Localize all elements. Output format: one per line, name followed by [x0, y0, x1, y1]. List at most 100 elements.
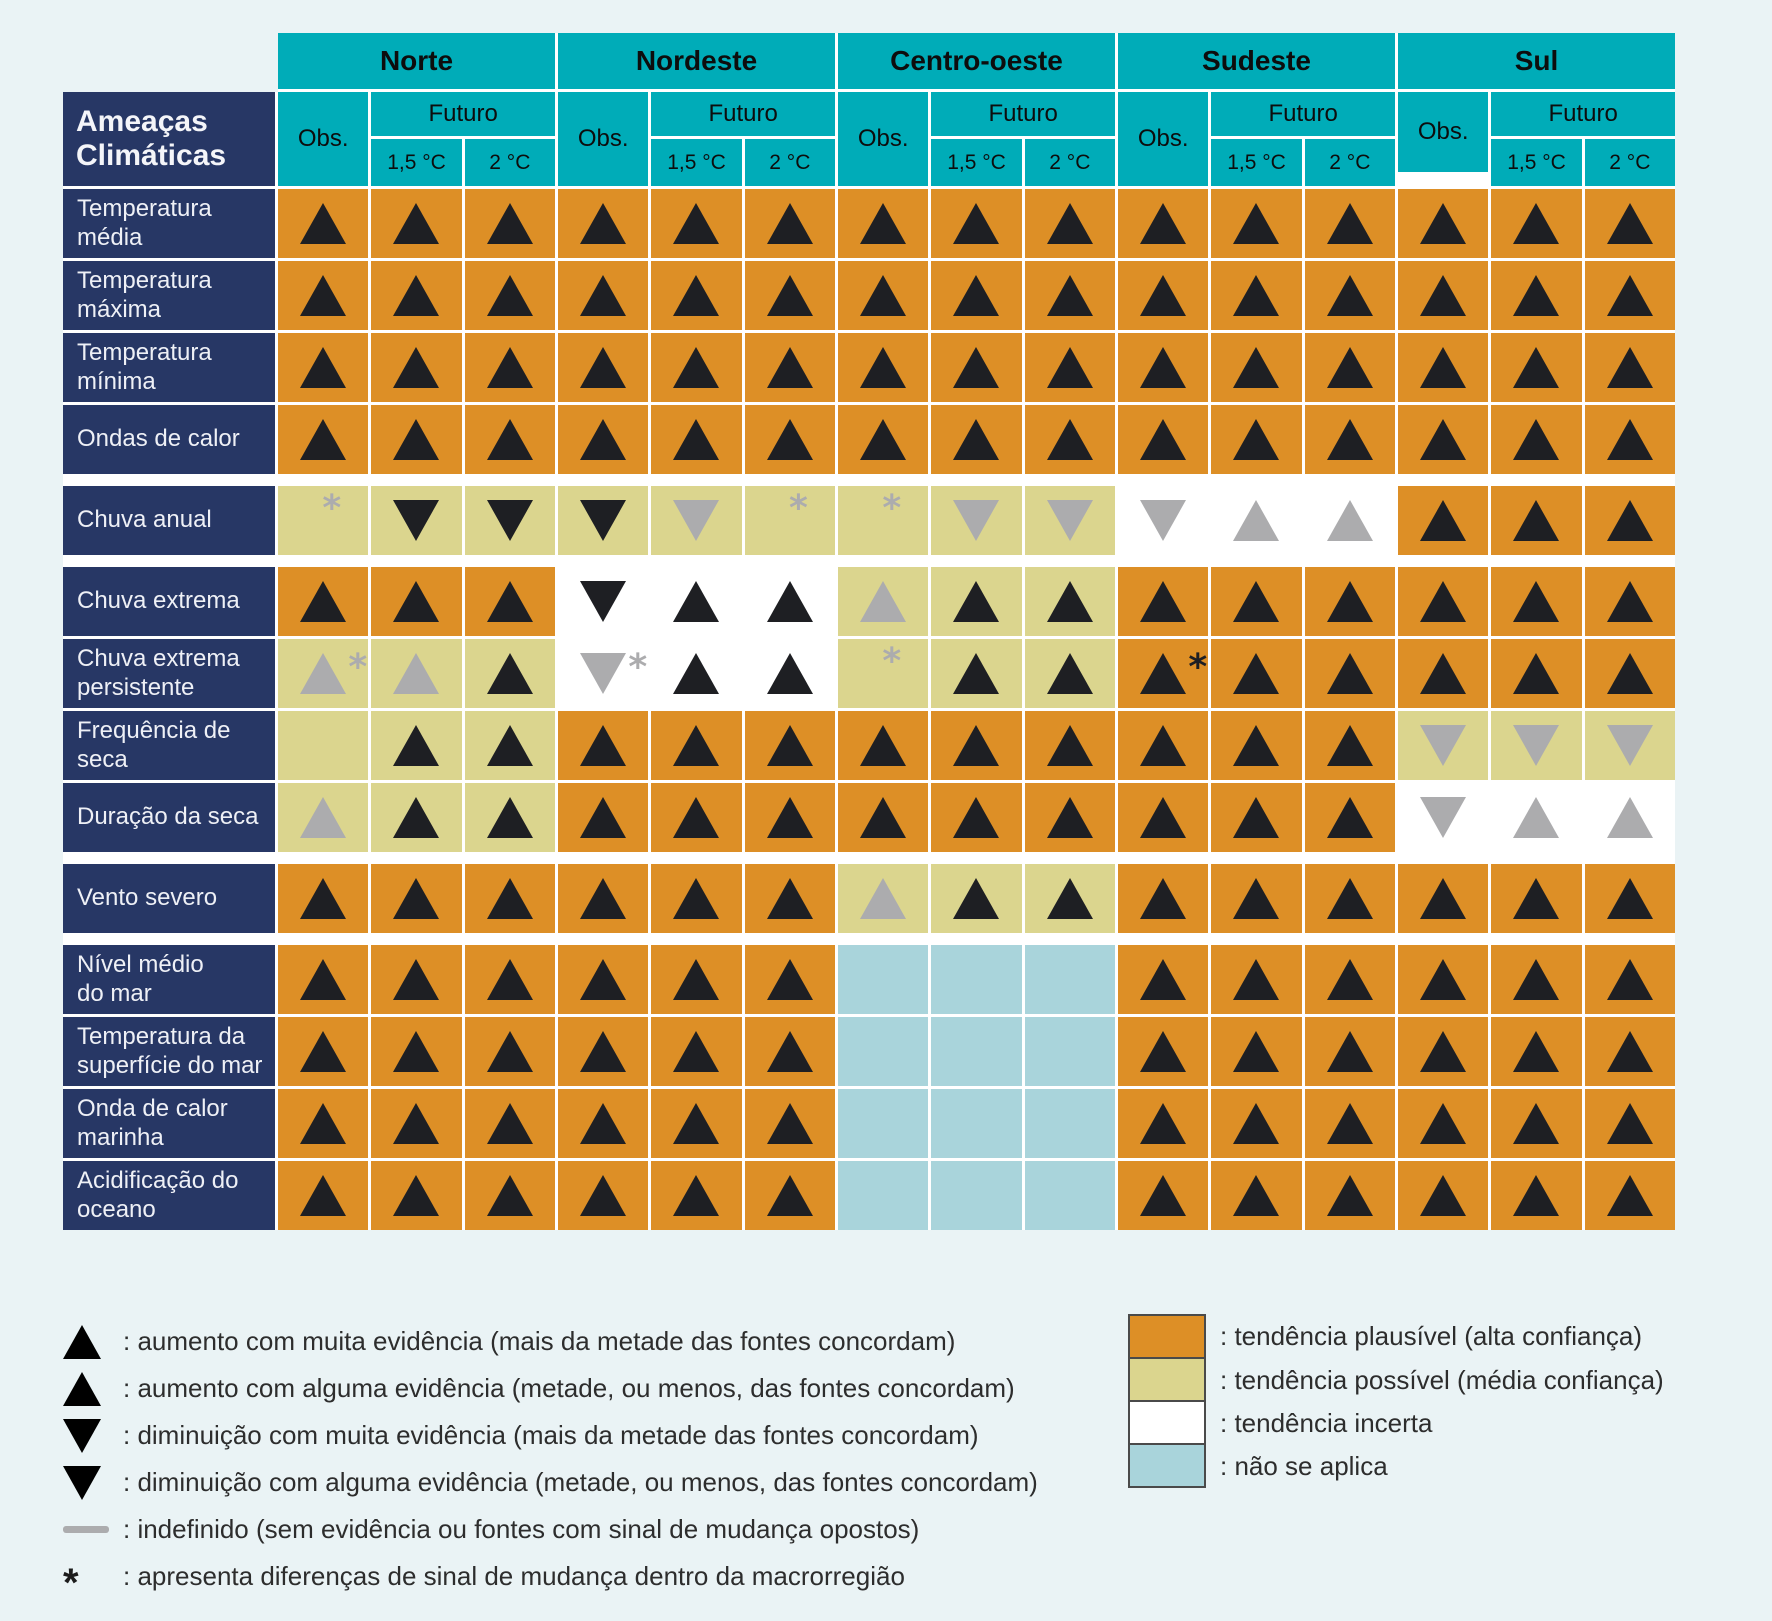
up-triangle-black-icon	[1606, 347, 1653, 388]
up-triangle-black-icon	[580, 419, 627, 460]
matrix-cell	[838, 1161, 929, 1230]
matrix-cell	[1304, 486, 1395, 555]
matrix-cell	[1491, 486, 1582, 555]
up-triangle-black-icon	[860, 419, 907, 460]
up-triangle-black-icon	[393, 1103, 440, 1144]
up-triangle-black-icon	[63, 1324, 109, 1359]
matrix-cell	[464, 189, 555, 258]
matrix-cell	[464, 711, 555, 780]
legend-color-row: : tendência incerta	[1128, 1400, 1664, 1445]
matrix-cell	[558, 945, 649, 1014]
up-triangle-black-icon	[1046, 347, 1093, 388]
matrix-cell	[1024, 783, 1115, 852]
up-triangle-black-icon	[1326, 203, 1373, 244]
row-label-chuva-extrema: Chuva extrema	[63, 567, 275, 636]
matrix-cell	[931, 1089, 1022, 1158]
up-triangle-black-icon	[1420, 581, 1467, 622]
row-label-onda-de-calor-marinha: Onda de calor marinha	[63, 1089, 275, 1158]
up-triangle-black-icon	[1420, 653, 1467, 694]
obs-header-sudeste: Obs.	[1118, 92, 1209, 186]
matrix-cell	[278, 567, 369, 636]
matrix-cell	[744, 864, 835, 933]
matrix-cell	[651, 189, 742, 258]
up-triangle-black-icon	[1420, 1031, 1467, 1072]
matrix-cell	[278, 405, 369, 474]
up-triangle-black-icon	[393, 1175, 440, 1216]
down-triangle-gray-icon	[1420, 725, 1467, 766]
matrix-cell	[278, 711, 369, 780]
row-label-temperatura-da-superfi-cie-do-mar: Temperatura da superfície do mar	[63, 1017, 275, 1086]
down-triangle-gray-icon	[1420, 797, 1467, 838]
up-triangle-black-icon	[1233, 1031, 1280, 1072]
matrix-cell: *	[558, 639, 649, 708]
matrix-cell	[931, 486, 1022, 555]
matrix-cell	[371, 333, 462, 402]
matrix-cell	[1304, 405, 1395, 474]
up-triangle-black-icon	[580, 1175, 627, 1216]
up-triangle-black-icon	[953, 797, 1000, 838]
up-triangle-black-icon	[486, 653, 533, 694]
up-triangle-black-icon	[580, 347, 627, 388]
down-triangle-gray-icon	[673, 500, 720, 541]
matrix-cell	[1118, 1089, 1209, 1158]
matrix-cell	[1398, 486, 1489, 555]
matrix-cell	[1118, 261, 1209, 330]
matrix-cell	[558, 486, 649, 555]
matrix-cell	[1211, 864, 1302, 933]
futuro-header-norte: Futuro	[371, 92, 555, 136]
up-triangle-black-icon	[1046, 203, 1093, 244]
down-triangle-black-icon	[63, 1418, 109, 1453]
matrix-cell	[278, 333, 369, 402]
matrix-cell	[744, 639, 835, 708]
legend-symbol-row: : diminuição com alguma evidência (metad…	[63, 1459, 1038, 1506]
matrix-cell	[1211, 189, 1302, 258]
matrix-cell	[1304, 639, 1395, 708]
row-label-temperatura-ma-xima: Temperatura máxima	[63, 261, 275, 330]
up-triangle-black-icon	[766, 1175, 813, 1216]
up-triangle-black-icon	[1233, 725, 1280, 766]
matrix-cell	[1491, 1089, 1582, 1158]
matrix-cell	[838, 1017, 929, 1086]
matrix-cell	[371, 945, 462, 1014]
up-triangle-black-icon	[673, 653, 720, 694]
up-triangle-black-icon	[766, 959, 813, 1000]
matrix-cell	[278, 1161, 369, 1230]
down-triangle-gray-icon	[63, 1465, 101, 1500]
up-triangle-black-icon	[1420, 1175, 1467, 1216]
matrix-cell	[1584, 567, 1675, 636]
matrix-cell	[558, 1161, 649, 1230]
up-triangle-black-icon	[1513, 581, 1560, 622]
legend-symbol-text: : diminuição com muita evidência (mais d…	[123, 1420, 979, 1450]
matrix-cell	[1491, 639, 1582, 708]
matrix-cell	[838, 405, 929, 474]
matrix-cell	[744, 261, 835, 330]
row-label-ondas-de-calor: Ondas de calor	[63, 405, 275, 474]
matrix-cell	[278, 945, 369, 1014]
up-triangle-black-icon	[766, 419, 813, 460]
up-triangle-black-icon	[300, 1175, 347, 1216]
color-swatch-yellow	[1128, 1357, 1206, 1402]
down-triangle-black-icon	[580, 500, 627, 541]
region-header-centro-oeste: Centro-oeste	[838, 33, 1115, 89]
matrix-cell	[1024, 945, 1115, 1014]
futuro-header-nordeste: Futuro	[651, 92, 835, 136]
matrix-cell	[558, 1089, 649, 1158]
up-triangle-black-icon	[766, 725, 813, 766]
down-triangle-black-icon	[580, 581, 627, 622]
up-triangle-black-icon	[1140, 878, 1187, 919]
legend-symbol-row: : aumento com muita evidência (mais da m…	[63, 1318, 1038, 1365]
matrix-cell	[558, 333, 649, 402]
down-triangle-gray-icon	[580, 653, 627, 694]
legend-symbol-row: *: apresenta diferenças de sinal de muda…	[63, 1553, 1038, 1603]
matrix-cell	[464, 1161, 555, 1230]
up-triangle-black-icon	[1140, 203, 1187, 244]
matrix-cell	[1491, 783, 1582, 852]
matrix-cell	[1024, 1017, 1115, 1086]
up-triangle-black-icon	[1233, 653, 1280, 694]
matrix-cell	[1024, 1089, 1115, 1158]
legend-symbol-text: : aumento com alguma evidência (metade, …	[123, 1373, 1015, 1403]
up-triangle-black-icon	[1046, 725, 1093, 766]
up-triangle-black-icon	[1046, 653, 1093, 694]
matrix-cell	[838, 864, 929, 933]
up-triangle-black-icon	[1420, 500, 1467, 541]
